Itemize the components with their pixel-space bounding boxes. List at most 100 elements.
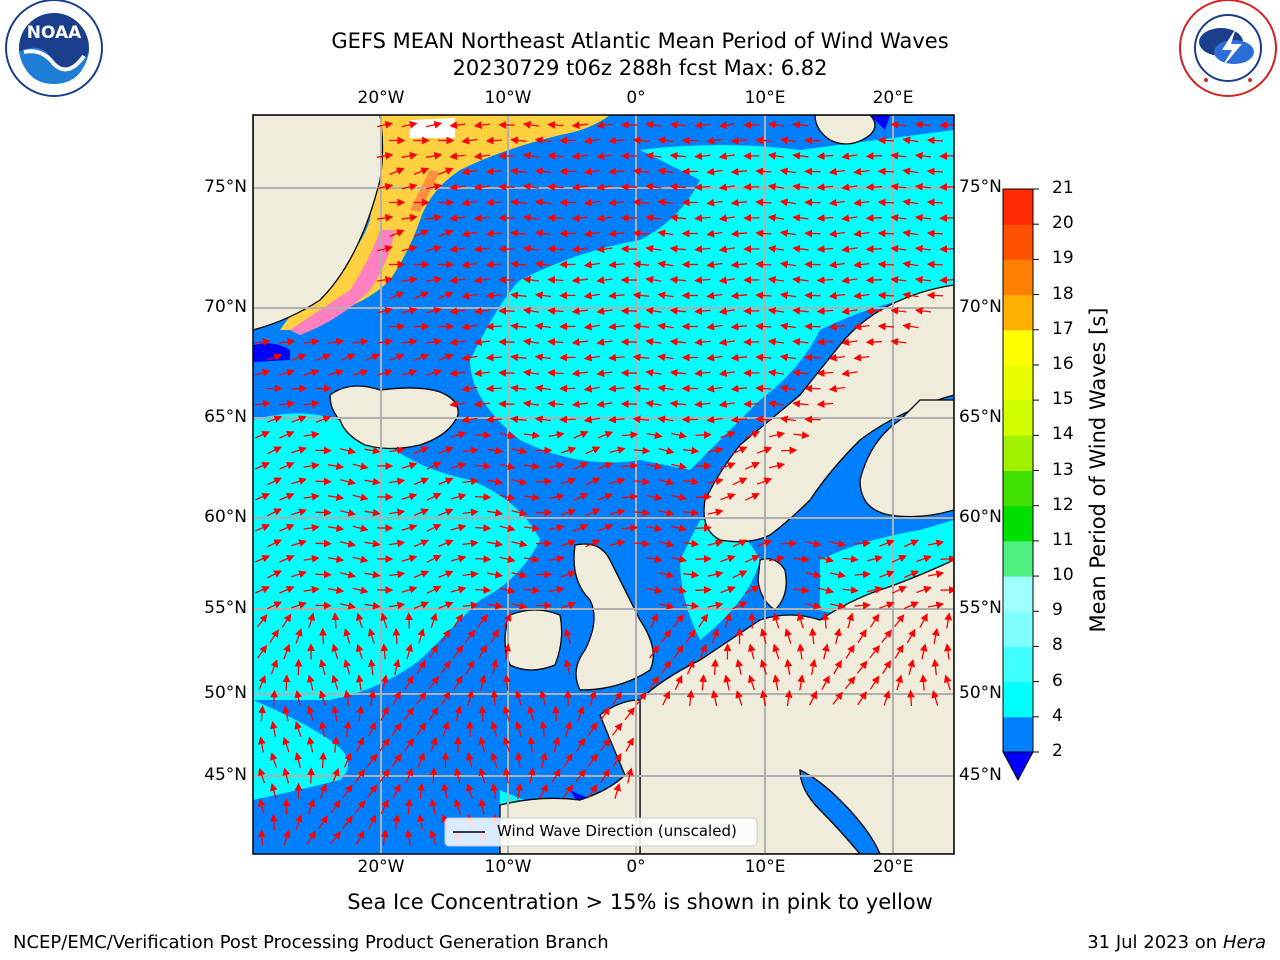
wind-wave-direction-arrows	[254, 120, 954, 846]
wind-wave-arrow	[510, 291, 527, 300]
wind-wave-arrow	[343, 659, 351, 675]
land-areas	[253, 115, 954, 854]
wind-wave-arrow	[340, 508, 357, 517]
wind-wave-arrow	[927, 601, 945, 610]
wind-wave-arrow	[474, 462, 492, 470]
wind-wave-arrow	[340, 353, 356, 361]
wind-wave-arrow	[343, 752, 352, 768]
wind-wave-arrow	[914, 276, 931, 284]
wind-wave-arrow	[658, 570, 675, 579]
wind-wave-arrow	[527, 736, 536, 753]
wind-wave-arrow	[720, 555, 736, 563]
wind-wave-arrow	[706, 136, 723, 145]
wind-wave-arrow	[401, 151, 418, 160]
wind-wave-arrow	[657, 353, 674, 362]
wind-wave-arrow	[279, 462, 295, 470]
wind-wave-arrow	[907, 658, 916, 675]
wind-wave-arrow	[844, 676, 856, 690]
wind-wave-arrow	[256, 614, 268, 628]
wind-wave-arrow	[730, 353, 748, 362]
wind-wave-arrow	[438, 601, 454, 609]
wind-wave-arrow	[428, 644, 439, 659]
wind-wave-arrow	[657, 415, 674, 424]
wind-wave-arrow	[511, 508, 528, 517]
wind-wave-arrow	[669, 400, 687, 408]
wind-wave-arrow	[596, 245, 613, 253]
wind-wave-arrow	[841, 369, 858, 378]
wind-wave-arrow	[682, 446, 700, 455]
wind-wave-arrow	[756, 446, 773, 454]
wind-wave-arrow	[485, 291, 503, 300]
wind-wave-arrow	[841, 245, 858, 254]
wind-wave-arrow	[748, 612, 756, 629]
wind-wave-arrow	[380, 674, 389, 691]
wind-wave-arrow	[657, 167, 674, 176]
wind-wave-arrow	[547, 307, 564, 315]
wind-wave-arrow	[307, 612, 316, 629]
wind-wave-arrow	[621, 524, 639, 532]
wind-wave-arrow	[779, 260, 796, 269]
wind-wave-arrow	[784, 658, 793, 675]
wind-wave-arrow	[744, 555, 760, 563]
wind-wave-arrow	[830, 570, 847, 579]
wind-wave-arrow	[759, 689, 768, 707]
wind-wave-arrow	[477, 614, 488, 628]
wind-wave-arrow	[404, 737, 415, 752]
wind-wave-arrow	[279, 555, 295, 563]
wind-wave-arrow	[706, 384, 723, 393]
wind-wave-arrow	[706, 322, 723, 331]
wind-wave-arrow	[474, 524, 492, 532]
wind-wave-arrow	[404, 829, 413, 846]
wind-wave-arrow	[724, 612, 732, 629]
wind-wave-arrow	[534, 415, 551, 424]
wind-wave-arrow	[633, 446, 651, 455]
wind-wave-arrow	[389, 601, 406, 610]
wind-wave-arrow	[303, 554, 320, 563]
wind-wave-arrow	[585, 446, 601, 455]
wind-wave-arrow	[499, 493, 516, 502]
wind-wave-arrow	[449, 338, 466, 346]
wind-wave-arrow	[413, 446, 430, 455]
wind-wave-arrow	[511, 446, 528, 455]
wind-wave-arrow	[730, 167, 748, 176]
wind-wave-arrow	[522, 182, 539, 191]
wind-wave-arrow	[364, 508, 381, 517]
wind-wave-arrow	[730, 415, 748, 424]
wind-wave-arrow	[792, 183, 809, 191]
wind-wave-arrow	[767, 214, 784, 222]
wind-wave-arrow	[499, 586, 516, 595]
wind-wave-arrow	[646, 586, 663, 595]
wind-wave-arrow	[632, 260, 650, 269]
wind-wave-arrow	[596, 183, 613, 191]
wind-wave-arrow	[534, 353, 551, 362]
wind-wave-arrow	[633, 477, 651, 486]
wind-wave-arrow	[633, 539, 651, 548]
wind-wave-arrow	[548, 523, 565, 532]
wind-wave-arrow	[571, 307, 589, 315]
wind-wave-arrow	[303, 430, 320, 439]
wind-wave-arrow	[303, 338, 320, 346]
wind-wave-arrow	[828, 322, 845, 331]
wind-wave-arrow	[573, 524, 589, 532]
wind-wave-arrow	[669, 338, 687, 346]
wind-wave-arrow	[547, 369, 564, 377]
wind-wave-arrow	[534, 322, 551, 331]
wind-wave-arrow	[392, 627, 401, 645]
wind-wave-arrow	[510, 322, 527, 331]
wind-wave-arrow	[914, 183, 931, 191]
wind-wave-arrow	[450, 585, 467, 594]
wind-wave-arrow	[694, 121, 711, 129]
wind-wave-arrow	[413, 291, 430, 299]
wind-wave-arrow	[646, 524, 663, 533]
wind-wave-arrow	[828, 198, 845, 207]
wind-wave-arrow	[865, 183, 883, 191]
wind-wave-arrow	[548, 492, 565, 501]
wind-wave-arrow	[522, 306, 539, 315]
colorbar-tick-label: 20	[1052, 213, 1074, 234]
wind-wave-arrow	[405, 612, 413, 629]
wind-wave-arrow	[490, 689, 499, 707]
colorbar-tick-label: 21	[1052, 178, 1074, 198]
wind-wave-arrow	[645, 213, 662, 222]
wind-wave-arrow	[254, 338, 271, 346]
